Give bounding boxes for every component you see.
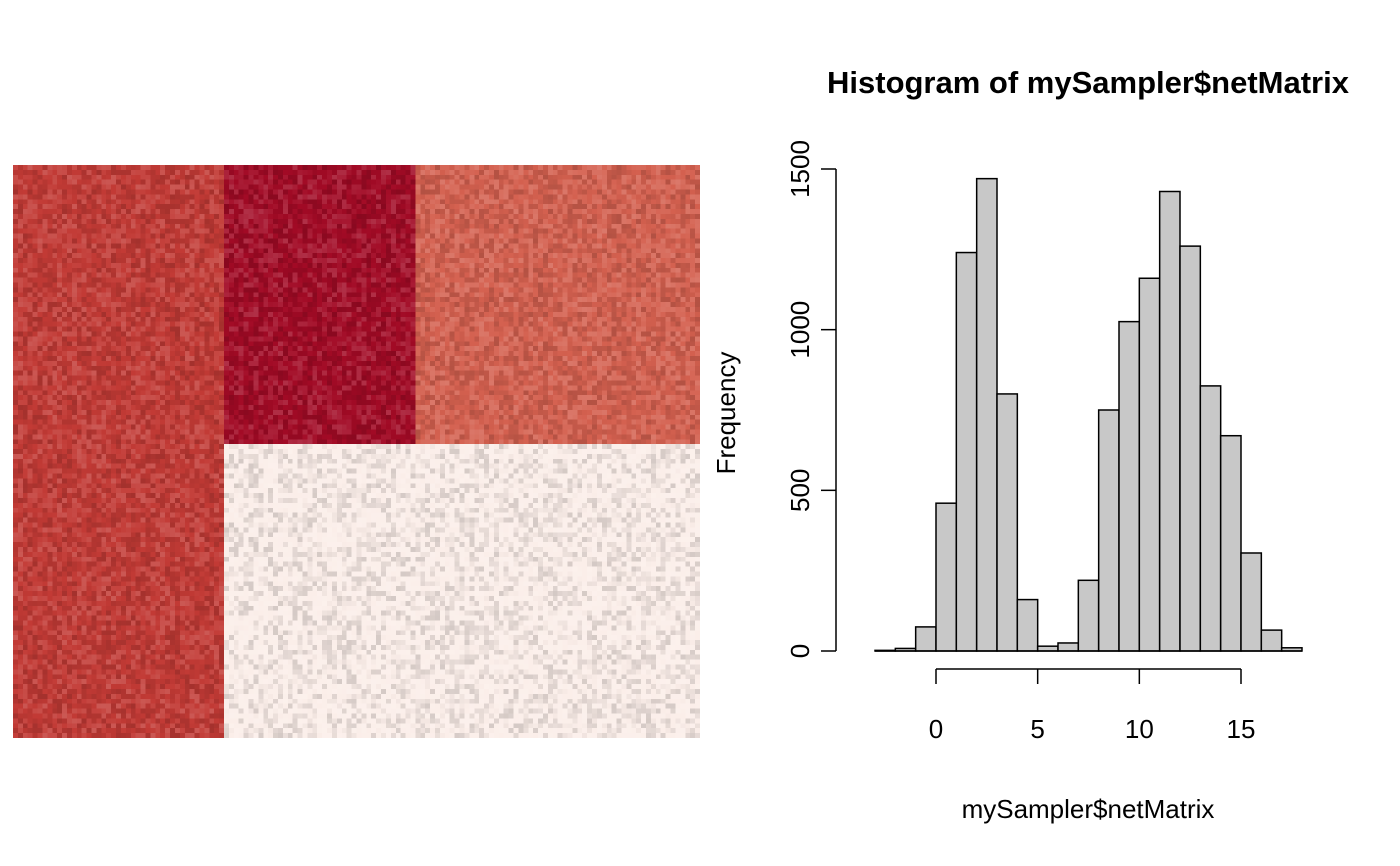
- histogram-bar: [914, 626, 937, 652]
- heatmap: [13, 165, 700, 738]
- histogram-bar: [1219, 434, 1242, 652]
- y-axis-label: Frequency: [711, 352, 741, 475]
- histogram-bars: [874, 177, 1303, 652]
- x-tick-label: 5: [1030, 714, 1044, 744]
- histogram-bar: [1240, 552, 1263, 652]
- x-tick-label: 0: [929, 714, 943, 744]
- histogram-bar: [1260, 629, 1283, 652]
- x-tick-label: 15: [1227, 714, 1256, 744]
- y-tick-label: 1500: [785, 140, 815, 198]
- histogram-bar: [1016, 598, 1039, 652]
- y-tick-label: 1000: [785, 301, 815, 359]
- histogram-bar: [1138, 277, 1161, 652]
- histogram-bar: [1179, 245, 1202, 652]
- histogram-bar: [955, 251, 978, 652]
- x-axis: 0 5 10 15: [929, 668, 1256, 744]
- histogram-bar: [1199, 385, 1222, 652]
- x-tick-label: 10: [1125, 714, 1154, 744]
- y-tick-label: 0: [785, 644, 815, 658]
- histogram-title: Histogram of mySampler$netMatrix: [827, 65, 1350, 100]
- histogram-bar: [1118, 320, 1141, 652]
- histogram-bar: [1158, 190, 1181, 652]
- y-tick-label: 500: [785, 469, 815, 512]
- x-axis-label: mySampler$netMatrix: [962, 794, 1215, 824]
- histogram-bar: [1097, 409, 1120, 652]
- y-axis: 0 500 1000 1500: [785, 140, 837, 658]
- histogram-bar: [975, 177, 998, 652]
- histogram-bar: [1057, 642, 1080, 652]
- histogram-bar: [1077, 579, 1100, 652]
- histogram-bar: [935, 502, 958, 652]
- histogram-bar: [996, 393, 1019, 652]
